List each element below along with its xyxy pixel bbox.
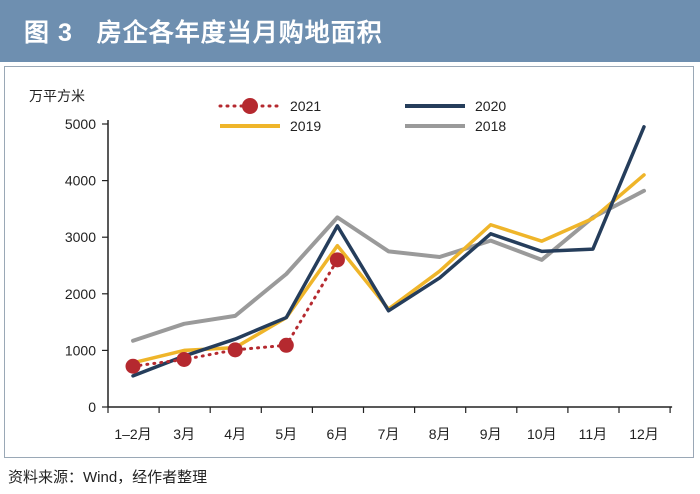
- series-2021-point: [125, 358, 141, 374]
- y-tick-label: 1000: [65, 342, 96, 358]
- legend-label-2019: 2019: [290, 118, 321, 134]
- y-tick-label: 3000: [65, 229, 96, 245]
- series-2021-point: [278, 337, 294, 353]
- series-line-2020: [131, 125, 646, 378]
- x-tick-label: 6月: [327, 426, 349, 442]
- x-tick-label: 5月: [275, 426, 297, 442]
- figure-header: 图 3 房企各年度当月购地面积: [0, 0, 700, 62]
- legend-label-2018: 2018: [475, 118, 506, 134]
- figure-label: 图 3: [24, 19, 73, 47]
- x-tick-label: 1–2月: [114, 426, 151, 442]
- figure-title-text: 房企各年度当月购地面积: [96, 19, 383, 47]
- source-note: 资料来源：Wind，经作者整理: [8, 469, 208, 486]
- x-tick-label: 9月: [480, 426, 502, 442]
- x-tick-label: 8月: [429, 426, 451, 442]
- figure-title: 图 3 房企各年度当月购地面积: [24, 13, 383, 49]
- y-tick-label: 4000: [65, 173, 96, 189]
- x-tick-label: 12月: [629, 426, 659, 442]
- series-2021-point: [176, 351, 192, 367]
- y-tick-label: 0: [88, 399, 96, 415]
- series-line-2018: [131, 188, 646, 343]
- legend-marker-2021: [242, 98, 258, 114]
- series-line-2019: [131, 173, 646, 365]
- x-tick-label: 11月: [579, 426, 608, 442]
- chart-panel: 万平方米 0 1000 2000 3000 4000 5000 1–2月 3月 4月 5月 6月 7月 8…: [4, 66, 694, 458]
- series-2021-point: [329, 252, 345, 268]
- legend-label-2021: 2021: [290, 98, 321, 114]
- x-tick-label: 10月: [527, 426, 557, 442]
- x-tick-label: 7月: [378, 426, 400, 442]
- y-tick-label: 2000: [65, 286, 96, 302]
- series-2021-point: [227, 342, 243, 358]
- x-tick-label: 4月: [224, 426, 246, 442]
- line-chart: 万平方米 0 1000 2000 3000 4000 5000 1–2月 3月 4月 5月 6月 7月 8…: [29, 88, 673, 442]
- legend-label-2020: 2020: [475, 98, 506, 114]
- x-tick-label: 3月: [173, 426, 195, 442]
- y-axis-unit-label: 万平方米: [29, 88, 85, 104]
- y-tick-label: 5000: [65, 116, 96, 132]
